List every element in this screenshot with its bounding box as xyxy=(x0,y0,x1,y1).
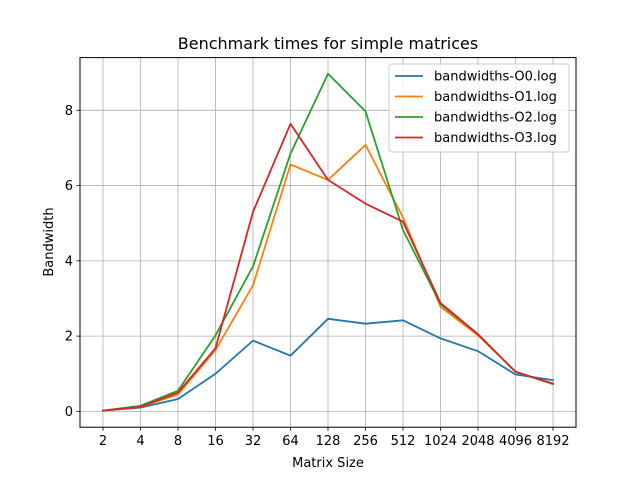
legend-entry-3: bandwidths-O3.log xyxy=(434,131,557,146)
chart-title: Benchmark times for simple matrices xyxy=(178,34,478,53)
x-tick-label: 4096 xyxy=(499,434,532,449)
x-tick-label: 16 xyxy=(207,434,224,449)
x-axis-label: Matrix Size xyxy=(292,456,364,471)
x-tick-label: 8 xyxy=(174,434,182,449)
x-tick-label: 64 xyxy=(282,434,299,449)
y-tick-label: 0 xyxy=(65,405,73,420)
x-tick-label: 4 xyxy=(136,434,144,449)
legend-entry-2: bandwidths-O2.log xyxy=(434,111,557,126)
legend-entry-0: bandwidths-O0.log xyxy=(434,70,557,85)
x-tick-label: 512 xyxy=(391,434,416,449)
x-tick-label: 128 xyxy=(316,434,341,449)
y-tick-label: 8 xyxy=(65,104,73,119)
x-tick-label: 1024 xyxy=(424,434,457,449)
y-axis-ticks: 0 2 4 6 8 xyxy=(65,104,80,420)
x-tick-label: 32 xyxy=(245,434,262,449)
x-tick-label: 256 xyxy=(353,434,378,449)
series-line-3 xyxy=(102,122,555,412)
y-tick-label: 2 xyxy=(65,330,73,345)
legend: bandwidths-O0.log bandwidths-O1.log bandwi… xyxy=(388,63,570,153)
x-tick-label: 2 xyxy=(99,434,107,449)
y-tick-label: 6 xyxy=(65,179,73,194)
series-line-0 xyxy=(102,317,555,412)
y-axis-label: Bandwidth xyxy=(42,207,57,276)
series-lines xyxy=(101,72,555,412)
x-axis-ticks: 2 4 8 16 32 64 128 256 512 1024 2048 4096 8192 xyxy=(99,427,570,449)
x-tick-label: 8192 xyxy=(536,434,569,449)
y-tick-label: 4 xyxy=(65,254,73,269)
legend-entry-1: bandwidths-O1.log xyxy=(434,90,557,105)
x-tick-label: 2048 xyxy=(461,434,494,449)
legend-box xyxy=(388,63,570,153)
